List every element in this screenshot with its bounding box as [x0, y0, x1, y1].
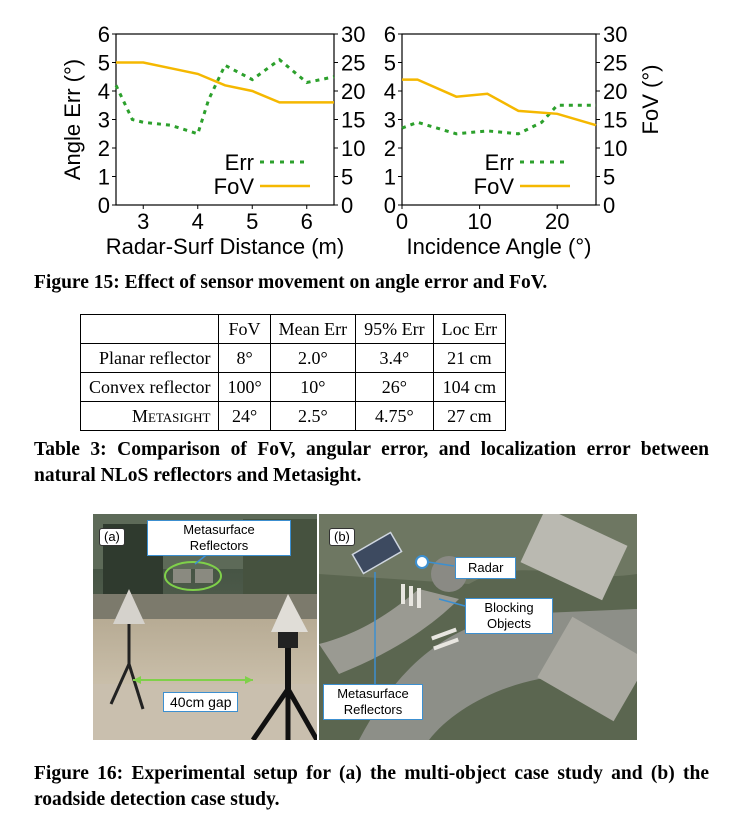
- x-tick-label: 0: [396, 209, 408, 234]
- y-tick-label-left: 0: [384, 193, 396, 218]
- series-line-err: [114, 57, 335, 136]
- table-cell: Convex reflector: [79, 372, 220, 402]
- label-line: Reflectors: [189, 538, 249, 553]
- y-tick-label-right: 10: [603, 136, 627, 161]
- table-header-cell: Loc Err: [432, 314, 507, 344]
- label-line: Objects: [486, 616, 532, 631]
- table-cell: 8°: [218, 343, 271, 373]
- y-tick-label-right: 20: [603, 79, 627, 104]
- y-tick-label-left: 5: [98, 51, 110, 76]
- table-header-cell: [79, 314, 220, 344]
- panel-a-tag: (a): [99, 528, 125, 546]
- y-tick-label-left: 0: [98, 193, 110, 218]
- y-tick-label-left: 5: [384, 51, 396, 76]
- table-row: Planar reflector 8° 2.0° 3.4° 21 cm: [79, 343, 507, 373]
- x-axis-label: Radar-Surf Distance (m): [106, 234, 344, 259]
- panel-a-reflectors-label: Metasurface Reflectors: [147, 520, 291, 556]
- y-tick-label-left: 2: [98, 136, 110, 161]
- table-header-cell: Mean Err: [269, 314, 357, 344]
- legend-label: Err: [225, 150, 254, 175]
- series-line-fov: [116, 61, 334, 104]
- table-row: Metasight 24° 2.5° 4.75° 27 cm: [79, 401, 507, 431]
- label-line: Metasurface: [337, 686, 409, 701]
- table-cell: 3.4°: [355, 343, 434, 373]
- x-tick-label: 4: [192, 209, 204, 234]
- x-axis-label: Incidence Angle (°): [407, 234, 592, 259]
- table-cell: 104 cm: [432, 372, 507, 402]
- table-row: Convex reflector 100° 10° 26° 104 cm: [79, 372, 507, 402]
- y-tick-label-right: 15: [341, 108, 365, 133]
- y-tick-label-right: 0: [603, 193, 615, 218]
- y-tick-label-right: 30: [603, 22, 627, 47]
- y-axis-label-right: FoV (°): [638, 65, 663, 135]
- label-line: Metasurface: [183, 522, 255, 537]
- series-line-err: [401, 103, 596, 136]
- table-cell: 10°: [269, 372, 357, 402]
- y-axis-label-left: Angle Err (°): [60, 59, 85, 180]
- legend-label: FoV: [474, 174, 515, 199]
- y-tick-label-left: 3: [384, 108, 396, 133]
- table-cell: 21 cm: [432, 343, 507, 373]
- y-tick-label-left: 2: [384, 136, 396, 161]
- y-tick-label-right: 25: [341, 51, 365, 76]
- table-cell: 4.75°: [355, 401, 434, 431]
- y-tick-label-left: 6: [98, 22, 110, 47]
- label-line: Reflectors: [343, 702, 403, 717]
- figure16-caption: Figure 16: Experimental setup for (a) th…: [34, 763, 709, 810]
- panel-b-radar-label: Radar: [455, 557, 517, 579]
- y-tick-label-right: 30: [341, 22, 365, 47]
- table-cell: 24°: [218, 401, 271, 431]
- table-cell: 100°: [218, 372, 271, 402]
- table-header-cell: 95% Err: [355, 314, 434, 344]
- x-tick-label: 20: [545, 209, 569, 234]
- table-cell: 2.5°: [269, 401, 357, 431]
- table-header-row: FoV Mean Err 95% Err Loc Err: [79, 314, 507, 344]
- x-tick-label: 5: [246, 209, 258, 234]
- panel-b-tag: (b): [329, 528, 355, 546]
- y-tick-label-left: 4: [98, 79, 110, 104]
- table-header-cell: FoV: [218, 314, 271, 344]
- table-cell: 26°: [355, 372, 434, 402]
- series-line-fov: [402, 78, 597, 127]
- legend-label: Err: [485, 150, 514, 175]
- x-tick-label: 3: [137, 209, 149, 234]
- table-cell: 27 cm: [432, 401, 507, 431]
- y-tick-label-left: 1: [98, 165, 110, 190]
- figure16-photos: (a) Metasurface Reflectors 40cm gap (b) …: [93, 514, 637, 740]
- label-line: Blocking: [484, 600, 534, 615]
- figure15-caption: Figure 15: Effect of sensor movement on …: [34, 272, 548, 293]
- table3-caption: Table 3: Comparison of FoV, angular erro…: [34, 439, 709, 486]
- y-tick-label-left: 4: [384, 79, 396, 104]
- y-tick-label-right: 5: [603, 165, 615, 190]
- table-cell: Metasight: [79, 401, 220, 431]
- y-tick-label-right: 0: [341, 193, 353, 218]
- panel-b-blocking-label: Blocking Objects: [465, 598, 553, 634]
- y-tick-label-left: 1: [384, 165, 396, 190]
- x-tick-label: 10: [467, 209, 491, 234]
- y-tick-label-left: 3: [98, 108, 110, 133]
- legend-label: FoV: [214, 174, 255, 199]
- y-tick-label-right: 25: [603, 51, 627, 76]
- y-tick-label-left: 6: [384, 22, 396, 47]
- y-tick-label-right: 10: [341, 136, 365, 161]
- y-tick-label-right: 20: [341, 79, 365, 104]
- panel-a-gap-label: 40cm gap: [163, 692, 239, 712]
- y-tick-label-right: 5: [341, 165, 353, 190]
- table-cell: Planar reflector: [79, 343, 220, 373]
- x-tick-label: 6: [301, 209, 313, 234]
- y-tick-label-right: 15: [603, 108, 627, 133]
- comparison-table: FoV Mean Err 95% Err Loc Err Planar refl…: [79, 314, 507, 431]
- table-cell: 2.0°: [269, 343, 357, 373]
- panel-b-reflectors-label: Metasurface Reflectors: [323, 684, 423, 720]
